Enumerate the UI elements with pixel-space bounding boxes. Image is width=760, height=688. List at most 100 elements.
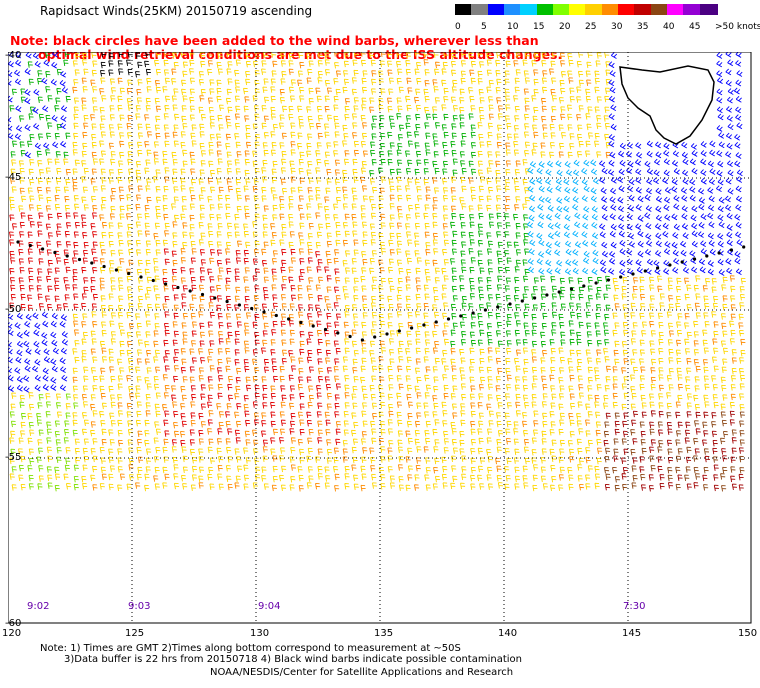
wind-barb [515, 349, 522, 356]
wind-barb [236, 194, 242, 202]
wind-barb [396, 240, 403, 248]
wind-barb [649, 295, 655, 302]
wind-barb [190, 240, 196, 248]
wind-barb [649, 393, 655, 400]
wind-barb [262, 52, 269, 59]
wind-barb [181, 205, 187, 212]
wind-barb [38, 194, 44, 201]
wind-barb [513, 421, 519, 428]
wind-barb [163, 285, 169, 292]
wind-barb [207, 394, 213, 402]
wind-barb [694, 376, 700, 383]
wind-barb [698, 203, 705, 211]
wind-barb [344, 98, 350, 105]
wind-barb [578, 286, 584, 294]
wind-barb [307, 313, 313, 320]
wind-barb [460, 60, 467, 67]
wind-barb [163, 356, 169, 363]
wind-barb [424, 122, 430, 129]
wind-barb [603, 348, 609, 355]
wind-barb [326, 240, 332, 248]
wind-barb [163, 419, 169, 427]
wind-barb [639, 312, 645, 320]
legend-swatch [585, 4, 604, 15]
wind-barb [567, 467, 573, 474]
wind-barb [398, 124, 405, 132]
wind-barb [378, 356, 384, 363]
wind-barb [405, 295, 411, 303]
wind-barb [632, 457, 638, 464]
wind-barb [162, 482, 168, 489]
wind-barb [281, 465, 287, 473]
wind-barb [585, 430, 591, 437]
wind-barb [545, 259, 552, 267]
wind-barb [72, 149, 78, 156]
wind-barb [108, 483, 114, 491]
wind-barb [405, 456, 411, 463]
wind-barb [550, 88, 556, 96]
wind-barb [46, 466, 52, 473]
wind-barb [173, 214, 180, 222]
wind-barb [280, 401, 286, 409]
wind-barb [564, 214, 571, 222]
wind-barb [92, 484, 98, 491]
wind-barb [695, 293, 701, 300]
wind-barb [136, 249, 142, 256]
wind-barb [145, 394, 151, 401]
wind-barb [631, 293, 638, 300]
wind-barb [297, 285, 303, 292]
wind-barb [646, 150, 653, 158]
wind-barb [361, 321, 367, 329]
wind-barb [378, 313, 384, 321]
wind-barb [254, 52, 260, 60]
contamination-circle [348, 334, 352, 339]
wind-barb [414, 240, 420, 247]
wind-barb [63, 59, 69, 67]
wind-barb [290, 176, 296, 183]
wind-barb [487, 311, 493, 319]
wind-barb [145, 68, 151, 76]
wind-barb [635, 186, 642, 194]
wind-barb [51, 61, 58, 69]
wind-barb [81, 160, 87, 167]
wind-barb [137, 339, 143, 346]
wind-barb [545, 248, 552, 256]
wind-barb [117, 448, 123, 455]
wind-barb [333, 203, 339, 211]
wind-barb [545, 196, 552, 204]
wind-barb [707, 212, 714, 220]
wind-barb [182, 231, 188, 239]
wind-barb [180, 178, 186, 185]
wind-barb [254, 313, 260, 321]
wind-barb [45, 401, 52, 408]
wind-barb [713, 347, 719, 355]
wind-barb [155, 68, 161, 76]
wind-barb [673, 195, 680, 202]
wind-barb [207, 97, 214, 104]
wind-barb [540, 331, 546, 339]
wind-barb [299, 269, 305, 276]
wind-barb [297, 132, 303, 140]
wind-barb [137, 466, 143, 474]
wind-barb [622, 304, 628, 311]
wind-barb [514, 86, 520, 94]
wind-barb [173, 196, 179, 203]
wind-barb [658, 338, 664, 346]
wind-barb [726, 267, 733, 275]
wind-barb [72, 367, 78, 375]
wind-barb [263, 366, 270, 374]
wind-barb [119, 87, 125, 95]
wind-barb [81, 176, 87, 183]
wind-barb [154, 403, 160, 411]
wind-barb [522, 59, 528, 67]
wind-barb [613, 448, 619, 456]
wind-barb [45, 52, 51, 59]
wind-barb [190, 257, 196, 264]
wind-barb [610, 52, 618, 59]
wind-barb [99, 241, 105, 249]
wind-barb [541, 375, 547, 383]
wind-barb [541, 77, 547, 84]
wind-barb [735, 185, 742, 193]
wind-barb [270, 187, 276, 194]
wind-barb [345, 267, 351, 274]
